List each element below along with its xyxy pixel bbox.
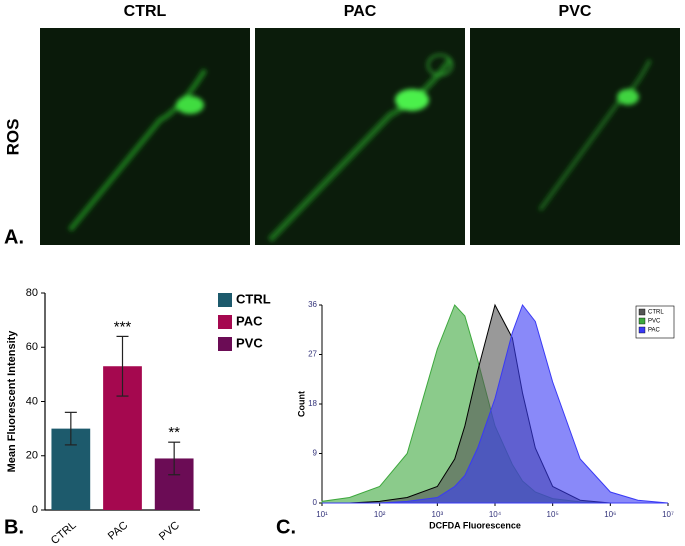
y-tick-label: 40 [26, 395, 38, 407]
column-title: PAC [344, 3, 377, 20]
x-tick-label: PAC [106, 519, 130, 542]
image-pac [255, 28, 465, 245]
y-tick-label: 0 [32, 504, 38, 516]
y-axis-label: Mean Fluorescent Intensity [6, 330, 18, 473]
y-tick-label: 60 [26, 341, 38, 353]
x-tick-label: 10² [374, 510, 386, 519]
panel-label: B. [4, 516, 24, 538]
x-tick-label: 10⁵ [547, 510, 559, 519]
x-tick-label: 10¹ [316, 510, 328, 519]
legend-label: PVC [648, 319, 661, 325]
legend-label: CTRL [648, 310, 664, 316]
x-tick-label: 10⁶ [604, 510, 616, 519]
legend-label: PAC [236, 313, 263, 328]
x-axis-label: DCFDA Fluorescence [429, 520, 521, 530]
y-tick-label: 9 [313, 449, 318, 458]
legend-label: CTRL [236, 291, 271, 306]
y-tick-label: 27 [308, 350, 317, 359]
x-tick-label: 10³ [432, 510, 444, 519]
histogram: 0 9 18 27 36 10¹ 10² 10³ 10⁴ 10⁵ 10⁶ 10⁷ DCFDA Fluor… [276, 300, 675, 538]
histogram-area [322, 303, 669, 504]
legend-label: PVC [236, 335, 263, 350]
x-tick-label: 10⁷ [662, 510, 674, 519]
x-tick-label: 10⁴ [489, 510, 502, 519]
fish-glow [68, 54, 652, 243]
significance: ** [168, 424, 180, 441]
column-title: PVC [559, 3, 592, 20]
y-tick-label: 18 [308, 399, 317, 408]
legend-swatch [638, 308, 646, 316]
column-title: CTRL [124, 3, 167, 20]
y-tick-label: 0 [313, 498, 318, 507]
row-label: ROS [3, 119, 22, 156]
y-tick-label: 36 [308, 300, 317, 309]
bar-chart: 0 20 40 60 80 Mean Fluorescent Intensity CTRL P… [4, 287, 271, 546]
y-tick-label: 20 [26, 450, 38, 462]
legend-swatch [218, 315, 232, 329]
image-pvc [470, 28, 680, 245]
x-tick-label: PVC [157, 519, 182, 543]
micro-images [40, 28, 680, 245]
significance: *** [114, 318, 132, 335]
legend-swatch [218, 337, 232, 351]
panel-label: C. [276, 516, 296, 538]
x-tick-label: CTRL [49, 519, 79, 546]
legend-swatch [638, 317, 646, 325]
legend-label: PAC [648, 328, 661, 334]
panel-label: A. [4, 226, 24, 248]
legend-swatch [218, 293, 232, 307]
y-tick-label: 80 [26, 287, 38, 299]
legend-swatch [638, 326, 646, 334]
y-axis-label: Count [296, 391, 306, 417]
